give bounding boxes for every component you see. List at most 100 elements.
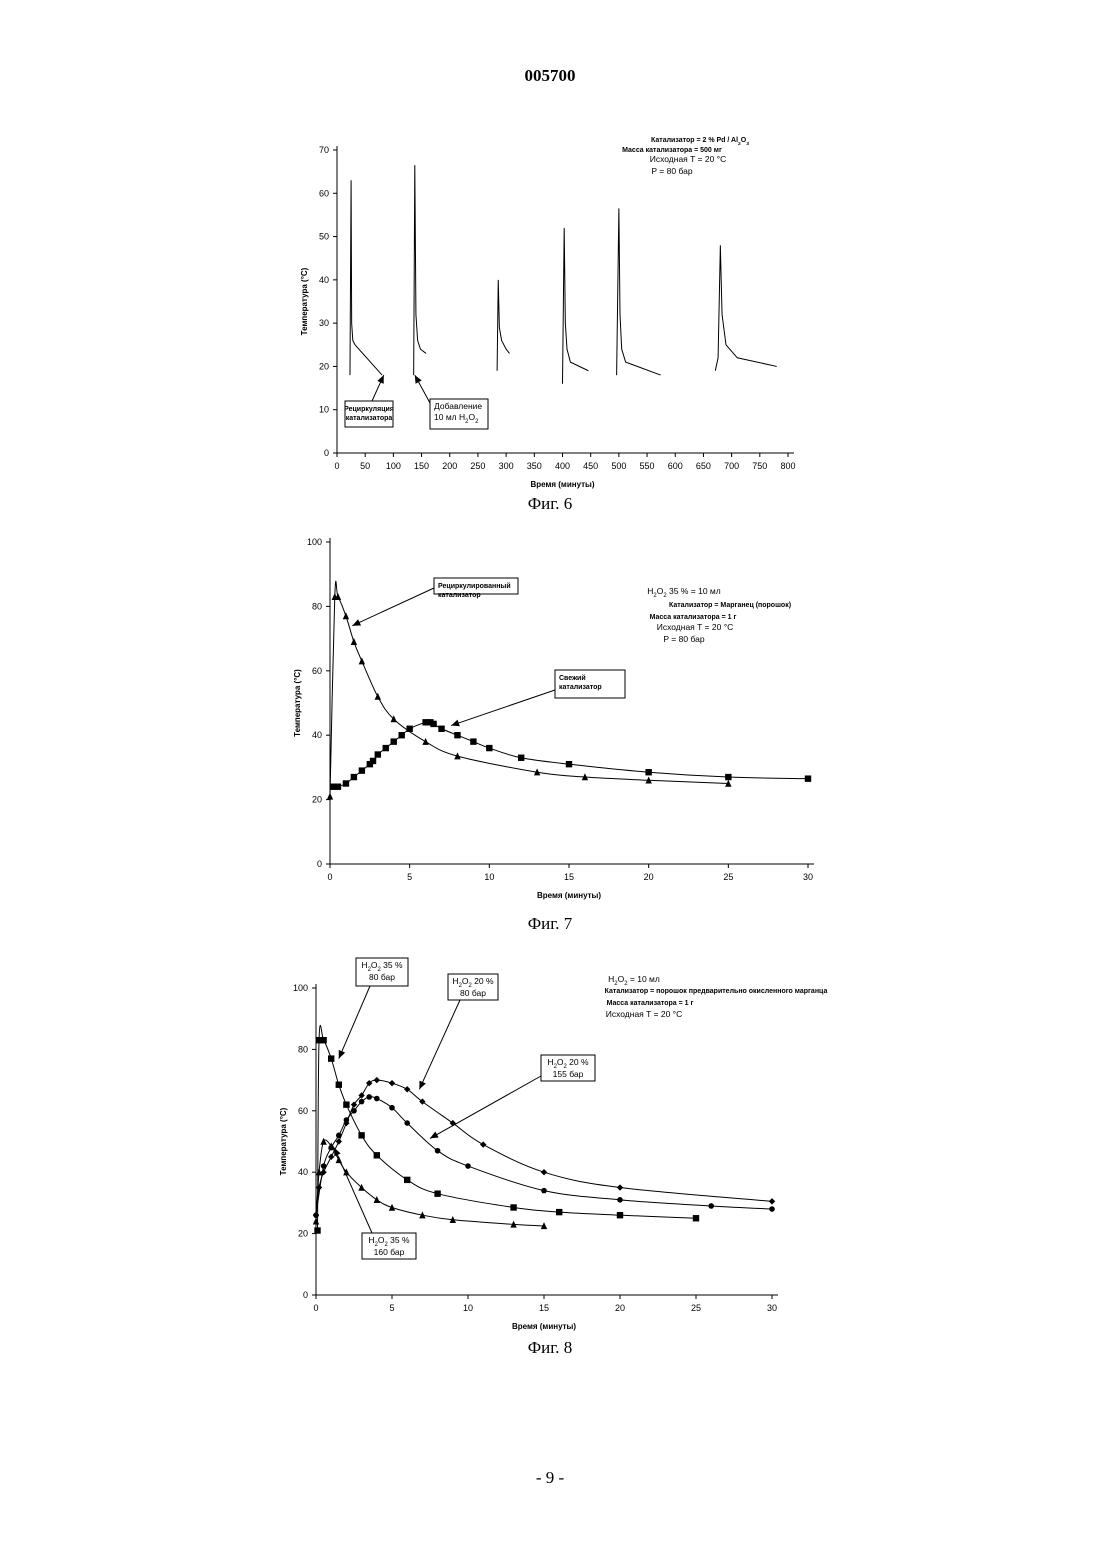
- x-tick-label: 350: [527, 461, 542, 471]
- data-point: [375, 751, 381, 757]
- x-tick-label: 400: [555, 461, 570, 471]
- data-point: [328, 1154, 334, 1160]
- x-tick-label: 800: [780, 461, 795, 471]
- data-point: [617, 1212, 623, 1218]
- x-tick-label: 50: [360, 461, 370, 471]
- x-tick-label: 15: [539, 1303, 549, 1313]
- x-tick-label: 25: [723, 872, 733, 882]
- y-tick-label: 20: [298, 1229, 308, 1239]
- x-tick-label: 250: [470, 461, 485, 471]
- x-tick-label: 0: [334, 461, 339, 471]
- info-line: Катализатор = порошок предварительно оки…: [605, 988, 828, 995]
- page-number-bottom: - 9 -: [0, 1468, 1100, 1488]
- data-point: [434, 1190, 440, 1196]
- series-line: [333, 722, 808, 787]
- x-tick-label: 5: [389, 1303, 394, 1313]
- data-point: [708, 1203, 714, 1209]
- figure-6-caption: Фиг. 6: [0, 494, 1100, 514]
- x-tick-label: 500: [611, 461, 626, 471]
- x-tick-label: 10: [484, 872, 494, 882]
- series-line: [414, 165, 426, 375]
- annotation-text: Рециркулированный: [438, 582, 511, 590]
- series-line: [715, 245, 776, 371]
- x-tick-label: 150: [414, 461, 429, 471]
- annotation-arrow: [451, 690, 555, 726]
- data-point: [336, 1133, 342, 1139]
- data-point: [313, 1212, 319, 1218]
- y-tick-label: 60: [312, 666, 322, 676]
- figure-8: 020406080100051015202530Время (минуты)Те…: [0, 950, 1100, 1350]
- info-line: H2O2 35 % = 10 мл: [647, 586, 720, 599]
- y-tick-label: 10: [319, 405, 329, 415]
- x-tick-label: 450: [583, 461, 598, 471]
- annotation-text: 80 бар: [369, 972, 395, 982]
- info-line: H2O2 = 10 мл: [608, 974, 660, 987]
- data-point: [343, 780, 349, 786]
- data-point: [351, 774, 357, 780]
- data-point: [769, 1206, 775, 1212]
- x-tick-label: 10: [463, 1303, 473, 1313]
- info-line: Масса катализатора = 1 г: [607, 1000, 694, 1007]
- annotation-arrow: [419, 1000, 460, 1089]
- y-tick-label: 80: [312, 601, 322, 611]
- y-tick-label: 80: [298, 1044, 308, 1054]
- data-point: [541, 1169, 547, 1175]
- x-tick-label: 550: [640, 461, 655, 471]
- data-point: [328, 1145, 334, 1151]
- info-line: Масса катализатора = 500 мг: [622, 147, 722, 154]
- data-point: [335, 784, 341, 790]
- series-line: [497, 280, 509, 371]
- data-point: [391, 738, 397, 744]
- info-line: Исходная T = 20 °C: [650, 154, 726, 164]
- data-point: [518, 755, 524, 761]
- annotation-arrow: [334, 1148, 372, 1233]
- series-line: [563, 228, 589, 384]
- y-tick-label: 20: [312, 795, 322, 805]
- data-point: [399, 732, 405, 738]
- data-point: [769, 1198, 775, 1204]
- data-point: [454, 732, 460, 738]
- info-line: Катализатор = Марганец (порошок): [669, 602, 791, 609]
- data-point: [404, 1177, 410, 1183]
- figure-7: 020406080100051015202530Время (минуты)Те…: [0, 530, 1100, 910]
- data-point: [321, 1163, 327, 1169]
- info-line: P = 80 бар: [663, 634, 704, 644]
- figure-6: 0102030405060700501001502002503003504004…: [0, 130, 1100, 490]
- series-line: [318, 1025, 696, 1230]
- x-axis-label: Время (минуты): [537, 891, 601, 900]
- x-tick-label: 5: [407, 872, 412, 882]
- x-tick-label: 700: [724, 461, 739, 471]
- y-axis-label: Температура (°C): [279, 1107, 288, 1175]
- data-point: [328, 1055, 334, 1061]
- data-point: [470, 738, 476, 744]
- x-tick-label: 20: [644, 872, 654, 882]
- data-point: [486, 745, 492, 751]
- data-point: [510, 1204, 516, 1210]
- x-tick-label: 20: [615, 1303, 625, 1313]
- data-point: [617, 1184, 623, 1190]
- y-tick-label: 40: [298, 1167, 308, 1177]
- x-tick-label: 25: [691, 1303, 701, 1313]
- data-point: [314, 1227, 320, 1233]
- data-point: [438, 726, 444, 732]
- x-axis-label: Время (минуты): [530, 480, 594, 489]
- data-point: [351, 1108, 357, 1114]
- series-line: [316, 1097, 772, 1215]
- x-tick-label: 600: [668, 461, 683, 471]
- y-tick-label: 0: [303, 1290, 308, 1300]
- arrow-head: [451, 720, 460, 727]
- x-tick-label: 650: [696, 461, 711, 471]
- data-point: [374, 1096, 380, 1102]
- figure-8-caption: Фиг. 8: [0, 1338, 1100, 1358]
- data-point: [645, 769, 651, 775]
- data-point: [351, 638, 357, 645]
- data-point: [327, 793, 333, 800]
- data-point: [320, 1138, 326, 1145]
- y-tick-label: 40: [312, 730, 322, 740]
- y-tick-label: 40: [319, 275, 329, 285]
- data-point: [430, 721, 436, 727]
- data-point: [343, 1101, 349, 1107]
- data-point: [316, 1184, 322, 1190]
- y-tick-label: 60: [319, 188, 329, 198]
- annotation-text: Рециркуляция: [344, 406, 394, 413]
